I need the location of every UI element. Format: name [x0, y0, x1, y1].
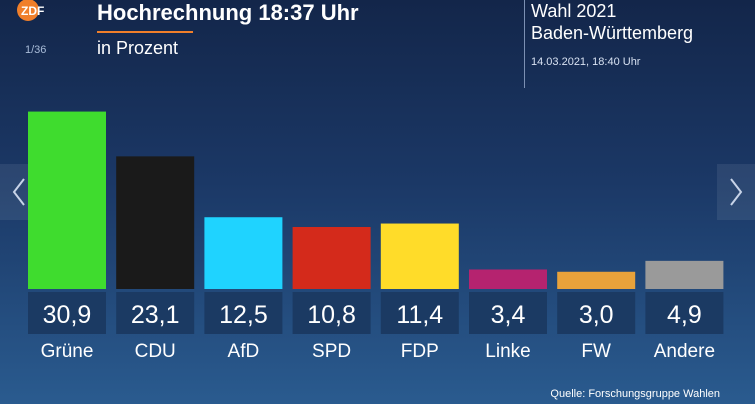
category-label-2: AfD — [228, 341, 260, 362]
value-label-5: 3,4 — [491, 301, 526, 329]
chevron-right-icon — [730, 178, 743, 206]
bar-2 — [204, 217, 283, 289]
category-label-5: Linke — [485, 341, 530, 362]
source-note: Quelle: Forschungsgruppe Wahlen — [550, 388, 720, 400]
bar-7 — [645, 260, 724, 289]
value-box-3 — [292, 292, 371, 334]
logo-text: ZDF — [21, 4, 44, 18]
category-label-7: Andere — [654, 341, 715, 362]
value-label-4: 11,4 — [396, 301, 443, 329]
value-box-5 — [469, 292, 547, 334]
bar-0 — [28, 111, 106, 290]
value-label-1: 23,1 — [131, 301, 180, 329]
bar-4 — [380, 223, 459, 289]
election-title: Wahl 2021 — [531, 1, 617, 21]
value-label-3: 10,8 — [307, 301, 356, 329]
value-box-1 — [116, 292, 195, 334]
value-label-0: 30,9 — [43, 301, 92, 329]
value-box-2 — [204, 292, 283, 334]
category-label-3: SPD — [312, 341, 351, 362]
title-underline — [97, 31, 193, 33]
value-label-7: 4,9 — [667, 301, 702, 329]
bar-6 — [557, 271, 636, 289]
bar-5 — [469, 269, 547, 289]
category-label-1: CDU — [135, 341, 176, 362]
value-box-7 — [645, 292, 724, 334]
header-divider — [524, 0, 525, 88]
value-box-6 — [557, 292, 636, 334]
page-counter: 1/36 — [25, 44, 47, 56]
value-label-2: 12,5 — [219, 301, 268, 329]
bar-1 — [116, 156, 195, 289]
page-subtitle: in Prozent — [97, 38, 179, 58]
next-button[interactable] — [717, 164, 755, 220]
chevron-left-icon — [12, 178, 25, 206]
value-label-6: 3,0 — [579, 301, 614, 329]
election-region: Baden-Württemberg — [531, 23, 694, 43]
election-info: Wahl 2021 Baden-Württemberg — [531, 0, 693, 44]
timestamp: 14.03.2021, 18:40 Uhr — [531, 56, 641, 68]
page-title: Hochrechnung 18:37 Uhr — [97, 0, 359, 25]
category-label-6: FW — [581, 341, 611, 362]
category-label-0: Grüne — [41, 341, 94, 362]
value-box-0 — [28, 292, 106, 334]
category-label-4: FDP — [401, 341, 439, 362]
zdf-logo: ZDF — [17, 0, 44, 21]
value-box-4 — [380, 292, 459, 334]
bar-3 — [292, 226, 371, 289]
